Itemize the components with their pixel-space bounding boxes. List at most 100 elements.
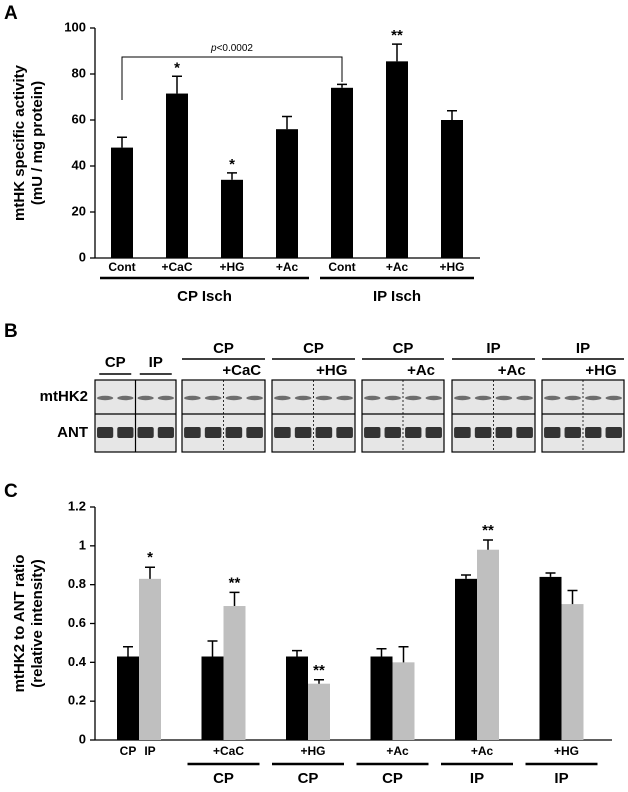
row-label: ANT xyxy=(57,424,88,441)
bar xyxy=(539,576,562,740)
band xyxy=(97,395,114,401)
row-label: mtHK2 xyxy=(40,388,88,405)
error-bar xyxy=(207,640,218,657)
panel-header: CP xyxy=(213,340,234,357)
y-tick-label: 0 xyxy=(79,249,86,264)
significance-mark: ** xyxy=(313,662,325,679)
group-label: IP xyxy=(554,770,568,787)
band xyxy=(246,427,263,438)
band xyxy=(315,395,333,401)
y-tick-label: 100 xyxy=(64,19,86,34)
band xyxy=(564,427,581,438)
group-label: CP xyxy=(382,770,403,787)
band xyxy=(425,427,442,438)
group-label: IP Isch xyxy=(373,288,421,305)
x-tick-label: +CaC xyxy=(213,744,244,758)
band xyxy=(137,395,154,401)
significance-mark: * xyxy=(174,59,180,76)
band xyxy=(364,395,381,401)
error-bar xyxy=(398,646,409,663)
bar xyxy=(477,549,499,740)
x-tick-label: IP xyxy=(144,744,155,758)
bar xyxy=(331,87,353,258)
band xyxy=(454,395,471,401)
error-bar xyxy=(292,649,302,657)
group-label: IP xyxy=(470,770,484,787)
x-tick-label: +Ac xyxy=(471,744,494,758)
band xyxy=(315,427,333,438)
bar xyxy=(308,683,330,740)
y-tick-label: 0.8 xyxy=(68,576,86,591)
significance-mark: * xyxy=(229,156,235,173)
bar xyxy=(386,61,408,258)
bar xyxy=(455,578,477,740)
band xyxy=(117,395,134,401)
error-bar xyxy=(376,647,387,657)
y-axis-label: (relative intensity) xyxy=(29,559,46,687)
error-bar xyxy=(337,83,347,88)
band xyxy=(364,427,381,438)
band xyxy=(384,395,401,401)
treatment-label: +Ac xyxy=(407,362,435,379)
y-tick-label: 1 xyxy=(79,537,86,552)
y-tick-label: 60 xyxy=(72,111,86,126)
bar xyxy=(139,578,161,740)
x-tick-label: +HG xyxy=(300,744,325,758)
y-tick-label: 0 xyxy=(79,731,86,746)
error-bar xyxy=(545,572,556,577)
band xyxy=(294,395,312,401)
band xyxy=(544,395,561,401)
group-label: CP Isch xyxy=(177,288,232,305)
band xyxy=(384,427,401,438)
lane-header: IP xyxy=(149,354,163,371)
band xyxy=(225,395,243,401)
x-tick-label: CP xyxy=(120,744,137,758)
band xyxy=(294,427,312,438)
treatment-label: +HG xyxy=(316,362,347,379)
band xyxy=(495,395,513,401)
band xyxy=(157,427,174,438)
band xyxy=(184,395,201,401)
band xyxy=(117,427,134,438)
band xyxy=(204,395,222,401)
band xyxy=(274,427,291,438)
band xyxy=(157,395,174,401)
bar xyxy=(221,179,243,258)
y-tick-label: 0.2 xyxy=(68,693,86,708)
x-tick-label: +HG xyxy=(439,260,464,274)
p-value: p<0.0002 xyxy=(210,43,253,54)
band xyxy=(204,427,222,438)
x-tick-label: +HG xyxy=(219,260,244,274)
bar xyxy=(111,147,133,258)
bar xyxy=(561,604,584,740)
y-tick-label: 20 xyxy=(72,203,86,218)
error-bar xyxy=(117,136,127,148)
group-label: CP xyxy=(298,770,319,787)
significance-mark: ** xyxy=(391,27,403,44)
bar xyxy=(276,129,298,258)
p-threshold: <0.0002 xyxy=(217,43,254,54)
error-bar xyxy=(282,115,292,130)
bar xyxy=(201,656,224,740)
band xyxy=(474,427,492,438)
band xyxy=(544,427,561,438)
x-tick-label: +Ac xyxy=(386,260,409,274)
band xyxy=(137,427,154,438)
error-bar xyxy=(567,589,578,605)
bracket xyxy=(121,56,343,100)
band xyxy=(246,395,263,401)
band xyxy=(405,427,422,438)
error-bar xyxy=(392,43,402,62)
band xyxy=(605,395,622,401)
panel-label: C xyxy=(4,481,18,502)
y-tick-label: 0.6 xyxy=(68,615,86,630)
x-tick-label: Cont xyxy=(328,260,355,274)
bar xyxy=(441,120,463,258)
treatment-label: +Ac xyxy=(498,362,526,379)
bar xyxy=(370,656,393,740)
bar xyxy=(223,606,246,740)
x-tick-label: +Ac xyxy=(276,260,299,274)
bar xyxy=(286,656,308,740)
y-tick-label: 1.2 xyxy=(68,498,86,513)
significance-mark: * xyxy=(147,549,153,566)
